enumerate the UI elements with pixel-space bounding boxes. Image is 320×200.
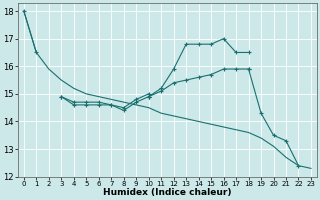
X-axis label: Humidex (Indice chaleur): Humidex (Indice chaleur) (103, 188, 232, 197)
